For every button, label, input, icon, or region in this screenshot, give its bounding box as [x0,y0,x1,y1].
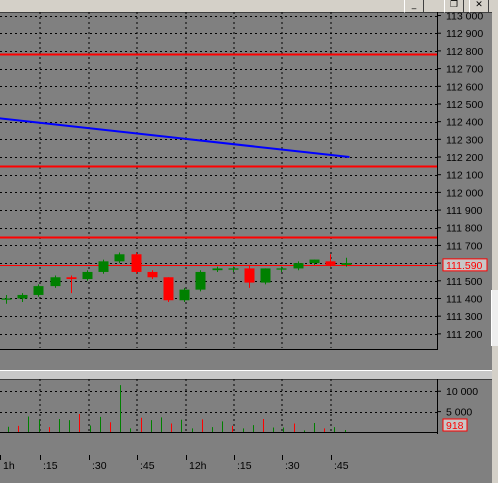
scroll-stub[interactable] [491,290,498,346]
candle [147,270,158,280]
right-edge [492,12,498,483]
price-chart[interactable]: 113 000 112 900 112 800 112 700 112 600 112 5… [0,12,492,352]
trend-line[interactable] [0,117,350,159]
candle-body [50,277,61,287]
candle-body [163,277,174,301]
current-volume-badge [442,418,468,432]
candle [179,287,190,303]
y-tick-label: 113 000 [446,12,483,23]
candle [114,252,125,264]
candle-body [293,263,304,269]
current-price-label: 111.590 [446,260,483,272]
time-label: :30 [285,460,300,472]
candle-body [195,271,206,290]
y-tick-label: 111 400 [446,293,483,305]
candle-body [66,277,77,280]
y-tick-label: 111 900 [446,205,483,217]
candle-body [325,261,336,265]
candle-body [309,259,320,264]
time-label: :45 [140,460,155,472]
candle [341,257,352,267]
y-tick-label: 111 700 [446,240,483,252]
current-volume-label: 918 [446,420,464,432]
y-tick-label: 112 100 [446,170,483,182]
y-tick-label: 112 400 [446,117,483,129]
time-axis-bg [0,455,437,475]
candle-body [244,268,255,283]
candle [17,293,28,303]
y-tick-label: 112 200 [446,152,483,164]
candle [33,284,44,297]
y-tick-label: 111 200 [446,329,483,341]
candle [212,266,223,272]
candle [82,270,93,281]
candle-body [276,268,287,270]
vol-y-tick-label: 10 000 [446,386,478,398]
candle-body [98,261,109,272]
y-tick-label: 112 500 [446,99,483,111]
window-title-bar: _ ❐ ✕ [0,0,498,13]
close-button[interactable]: ✕ [469,0,489,13]
candle-body [1,298,12,300]
bottom-bar [0,474,498,483]
y-tick-label: 111 500 [446,276,483,288]
candle-body [33,286,44,295]
candle-body [82,271,93,280]
y-tick-label: 111 300 [446,311,483,323]
y-tick-label: 112 300 [446,134,483,146]
restore-button[interactable]: ❐ [444,0,464,13]
y-tick-label: 112 600 [446,81,483,93]
close-icon: ✕ [475,0,483,10]
candle-body [341,263,352,265]
vol-y-tick-label: 5 000 [446,407,472,419]
y-tick-label: 112 700 [446,64,483,76]
candle [163,277,174,303]
candle [228,266,239,272]
y-tick-label: 112 000 [446,187,483,199]
current-price-badge [442,258,488,272]
y-tick-label: 112 900 [446,28,483,40]
candle [325,254,336,267]
minimize-icon: _ [411,0,417,10]
candle [293,261,304,271]
y-tick-label: 111 800 [446,223,483,235]
time-label: 1h [3,460,15,472]
candle-body [179,289,190,301]
candle-body [260,268,271,283]
candle [1,294,12,304]
time-label: :45 [334,460,349,472]
candle-body [17,294,28,299]
candle [276,266,287,272]
candle-body [147,271,158,278]
time-label: :15 [237,460,252,472]
candle [66,275,77,294]
restore-icon: ❐ [449,0,459,10]
candle-body [131,254,142,272]
candle-body [228,268,239,270]
time-label: :30 [92,460,107,472]
time-axis: 1h :15 :30 :45 12h :15 :30 :45 [0,455,437,475]
panel-splitter[interactable] [0,370,498,380]
candle [50,275,61,288]
candle [244,264,255,288]
candle [98,259,109,274]
y-tick-label: 112 800 [446,46,483,58]
minimize-button[interactable]: _ [404,0,424,13]
candle-body [212,268,223,271]
candle [195,270,206,292]
candle-body [114,254,125,262]
candle [260,268,271,285]
grid [0,12,437,348]
time-label: 12h [189,460,207,472]
candle [309,259,320,265]
candle [131,252,142,274]
time-label: :15 [43,460,58,472]
